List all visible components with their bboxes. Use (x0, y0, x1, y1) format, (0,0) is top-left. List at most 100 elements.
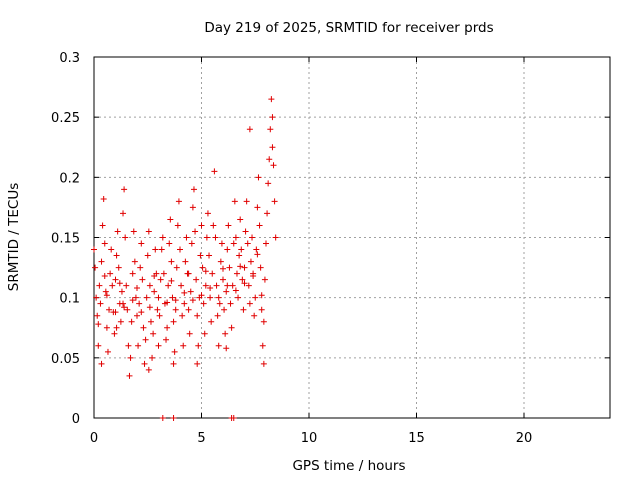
data-point (138, 240, 145, 247)
data-point (237, 263, 244, 270)
data-point (264, 210, 271, 217)
data-point (98, 258, 105, 265)
data-point (254, 251, 261, 258)
data-point (121, 186, 128, 193)
data-point (109, 282, 116, 289)
data-point (225, 222, 232, 229)
data-point (218, 240, 225, 247)
data-point (94, 312, 101, 319)
data-point (101, 273, 108, 280)
data-point (155, 342, 162, 349)
data-point (154, 306, 161, 313)
data-point (181, 300, 188, 307)
data-point (194, 360, 201, 367)
data-point (136, 300, 143, 307)
y-tick-label: 0.3 (59, 51, 80, 66)
data-point (121, 304, 128, 311)
data-point (224, 246, 231, 253)
x-tick-label: 15 (408, 431, 425, 446)
data-point (104, 348, 111, 355)
data-point (258, 306, 265, 313)
data-point (223, 288, 230, 295)
data-point (216, 300, 223, 307)
data-point (141, 360, 148, 367)
data-point (146, 304, 153, 311)
data-point (129, 270, 136, 277)
x-tick-label: 10 (301, 431, 318, 446)
data-point (183, 234, 190, 241)
data-point (144, 252, 151, 259)
data-point (209, 270, 216, 277)
x-axis-ticks: 0 5 10 15 20 (90, 57, 532, 446)
data-point (254, 204, 261, 211)
data-point (129, 297, 136, 304)
data-point (138, 309, 145, 316)
data-point (130, 228, 137, 235)
data-points (91, 96, 279, 421)
data-point (179, 312, 186, 319)
data-point (181, 289, 188, 296)
data-point (172, 297, 179, 304)
data-point (149, 354, 156, 361)
data-point (242, 228, 249, 235)
data-point (185, 270, 192, 277)
data-point (185, 306, 192, 313)
data-point (243, 198, 250, 205)
data-point (199, 264, 206, 271)
data-point (168, 277, 175, 284)
data-point (229, 282, 236, 289)
data-point (125, 342, 132, 349)
data-point (120, 300, 127, 307)
data-point (226, 264, 233, 271)
data-point (134, 312, 140, 319)
data-point (163, 336, 170, 343)
data-point (210, 222, 217, 229)
data-point (256, 222, 263, 229)
data-point (142, 336, 149, 343)
data-point (267, 126, 274, 133)
data-point (175, 198, 182, 205)
data-point (186, 330, 193, 337)
data-point (236, 252, 243, 259)
data-point (102, 288, 109, 295)
data-point (197, 252, 204, 259)
series-prds (91, 96, 279, 421)
data-point (96, 282, 103, 289)
data-point (98, 360, 105, 367)
data-point (97, 300, 104, 307)
data-point (212, 234, 219, 241)
data-point (177, 246, 183, 253)
data-point (180, 342, 187, 349)
data-point (215, 294, 222, 301)
data-point (246, 126, 253, 133)
data-point (230, 415, 237, 421)
data-point (157, 276, 164, 283)
data-point (258, 292, 265, 299)
data-point (213, 282, 220, 289)
data-point (260, 318, 267, 325)
data-point (174, 222, 181, 229)
data-point (241, 264, 248, 271)
data-point (214, 312, 221, 319)
x-axis-label: GPS time / hours (292, 458, 405, 474)
data-point (222, 330, 229, 337)
data-point (201, 330, 208, 337)
data-point (106, 306, 113, 313)
data-point (255, 174, 262, 181)
data-point (122, 234, 129, 241)
data-point (217, 258, 224, 265)
data-point (151, 288, 158, 295)
data-point (198, 222, 205, 229)
data-point (120, 210, 127, 217)
x-tick-label: 20 (516, 431, 533, 446)
data-point (200, 300, 207, 307)
data-point (168, 258, 175, 265)
data-point (146, 282, 153, 289)
data-point (166, 240, 173, 247)
data-point (165, 282, 172, 289)
data-point (145, 366, 152, 373)
data-point (147, 318, 154, 325)
data-point (118, 288, 125, 295)
data-point (192, 228, 199, 235)
